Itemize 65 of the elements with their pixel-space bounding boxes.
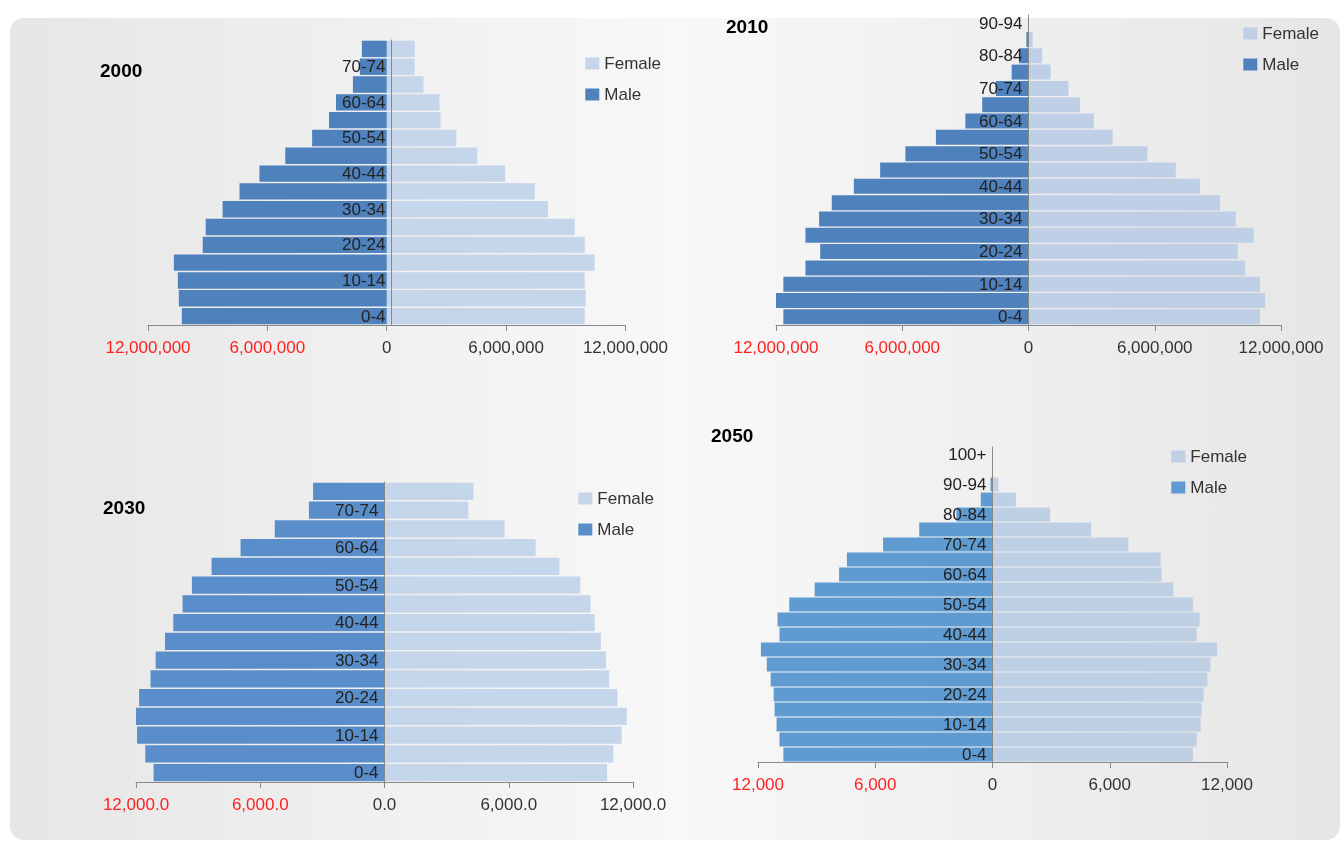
y-tick-label: 0-4: [997, 307, 1023, 327]
y-tick-label: 30-34: [342, 199, 386, 219]
x-tick-label: 12,000,000: [733, 338, 819, 357]
y-tick-label: 50-54: [335, 575, 379, 595]
y-tick-label: 60-64: [979, 111, 1023, 131]
y-tick-label: 30-34: [943, 655, 987, 674]
y-tick-label: 20-24: [342, 235, 386, 255]
y-tick-label: 60-64: [943, 565, 987, 584]
x-tick-label: 12,000: [732, 775, 784, 794]
y-tick-label: 0-4: [360, 306, 386, 326]
x-tick-label: 6,000: [853, 775, 897, 794]
x-tick-label: 0: [381, 338, 392, 357]
legend-label: Female: [604, 54, 661, 73]
text: 2000: [100, 60, 143, 81]
x-tick-label: 0: [1023, 338, 1034, 357]
x-tick-label: 6,000.0: [480, 795, 538, 814]
y-tick-label: 0-4: [961, 745, 987, 764]
legend-label: Female: [597, 489, 654, 508]
y-tick-label: 40-44: [335, 613, 379, 633]
legend-label: Female: [1190, 447, 1247, 466]
x-tick-label: 0.0: [372, 795, 397, 814]
y-tick-label: 30-34: [335, 650, 379, 670]
legend-label: Male: [604, 85, 642, 104]
y-tick-label: 30-34: [979, 209, 1023, 229]
x-tick-label: 6,000,000: [864, 338, 941, 357]
y-tick-label: 0-4: [353, 763, 379, 783]
x-tick-label: 6,000.0: [231, 795, 289, 814]
y-tick-label: 10-14: [979, 274, 1023, 294]
chart-title: 2010: [726, 16, 769, 37]
y-tick-label: 40-44: [979, 176, 1023, 196]
y-tick-label: 100+: [948, 445, 987, 464]
y-tick-label: 40-44: [342, 164, 386, 184]
x-tick-label: 6,000,000: [1116, 338, 1193, 357]
y-tick-label: 10-14: [342, 270, 386, 290]
x-tick-label: 0: [987, 775, 998, 794]
y-tick-label: 40-44: [943, 625, 987, 644]
y-tick-label: 50-54: [342, 128, 386, 148]
y-tick-label: 60-64: [335, 538, 379, 558]
y-tick-label: 50-54: [943, 595, 987, 614]
y-tick-label: 20-24: [335, 688, 379, 708]
y-tick-label: 70-74: [335, 500, 379, 520]
y-tick-label: 10-14: [943, 715, 987, 734]
legend-label: Female: [1262, 24, 1319, 43]
y-tick-label: 70-74: [943, 535, 987, 554]
y-tick-label: 50-54: [979, 144, 1023, 164]
x-tick-label: 6,000,000: [468, 338, 544, 357]
x-tick-label: 12,000,000: [105, 338, 191, 357]
y-tick-label: 90-94: [979, 13, 1023, 33]
legend-label: Male: [597, 520, 635, 539]
y-tick-label: 90-94: [943, 475, 987, 494]
x-tick-label: 12,000,000: [1238, 338, 1324, 357]
x-tick-label: 6,000,000: [229, 338, 306, 357]
x-tick-label: 12,000.0: [599, 795, 667, 814]
y-tick-label: 20-24: [979, 242, 1023, 262]
x-tick-label: 12,000,000: [582, 338, 669, 357]
text: 2030: [103, 497, 146, 518]
x-tick-label: 6,000: [1088, 775, 1132, 794]
x-tick-label: 12,000: [1201, 775, 1253, 794]
legend-label: Male: [1262, 55, 1300, 74]
x-tick-label: 12,000.0: [102, 795, 170, 814]
y-tick-label: 10-14: [335, 725, 379, 745]
chart-title: 2050: [711, 425, 754, 446]
legend-label: Male: [1190, 478, 1228, 497]
y-tick-label: 60-64: [342, 92, 386, 112]
y-tick-label: 20-24: [943, 685, 987, 704]
